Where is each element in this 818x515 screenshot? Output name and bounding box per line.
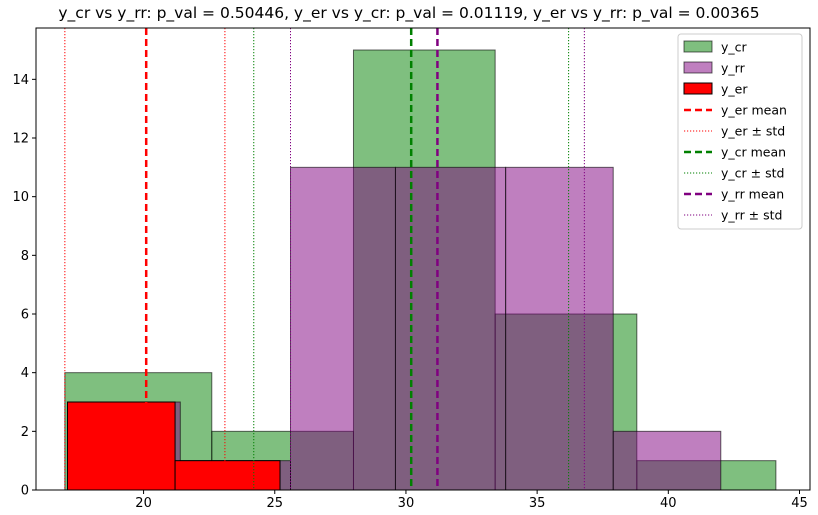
bar-y_rr-4 [505,166,614,491]
x-tick-label: 35 [529,496,546,511]
bars-layer [64,49,777,491]
legend-swatch-y-er [683,82,713,95]
legend-label-y-er: y_er [721,82,748,97]
y-tick-label: 14 [12,73,29,88]
ticks-layer: 20 25 30 35 40 45 0 2 4 6 8 10 12 14 [12,73,807,511]
bar-y_rr-3 [394,166,507,491]
legend-label-y-rr: y_rr [721,61,746,76]
reference-lines-layer [64,28,585,490]
chart-title: y_cr vs y_rr: p_val = 0.50446, y_er vs y… [58,4,760,22]
axes-frame [35,27,811,491]
bar-y_er-0 [66,401,176,491]
y-tick-label: 8 [21,249,29,264]
x-tick-label: 20 [135,496,152,511]
legend-label-y-cr-std: y_cr ± std [721,166,784,181]
y-tick-label: 4 [21,366,29,381]
legend-label-y-er-mean: y_er mean [721,103,787,118]
legend-swatch-y-cr [683,40,713,53]
x-tick-label: 45 [791,496,808,511]
legend: y_cr y_rr y_er y_er mean y_er ± std y_cr mean… [677,33,803,230]
legend-label-y-cr: y_cr [721,40,748,55]
y-tick-label: 2 [21,425,29,440]
bar-y_er-1 [174,460,281,491]
y-tick-label: 0 [21,484,29,499]
bar-y_rr-2 [290,166,396,491]
legend-swatch-y-rr [683,61,713,74]
legend-label-y-rr-mean: y_rr mean [721,187,784,202]
y-tick-label: 10 [12,190,29,205]
y-tick-label: 6 [21,308,29,323]
legend-label-y-er-std: y_er ± std [721,124,785,139]
legend-label-y-rr-std: y_rr ± std [721,208,782,223]
y-tick-label: 12 [12,132,29,147]
x-tick-label: 25 [266,496,283,511]
x-tick-label: 40 [660,496,677,511]
x-tick-label: 30 [398,496,415,511]
bar-y_rr-5 [612,430,722,491]
legend-label-y-cr-mean: y_cr mean [721,145,786,160]
